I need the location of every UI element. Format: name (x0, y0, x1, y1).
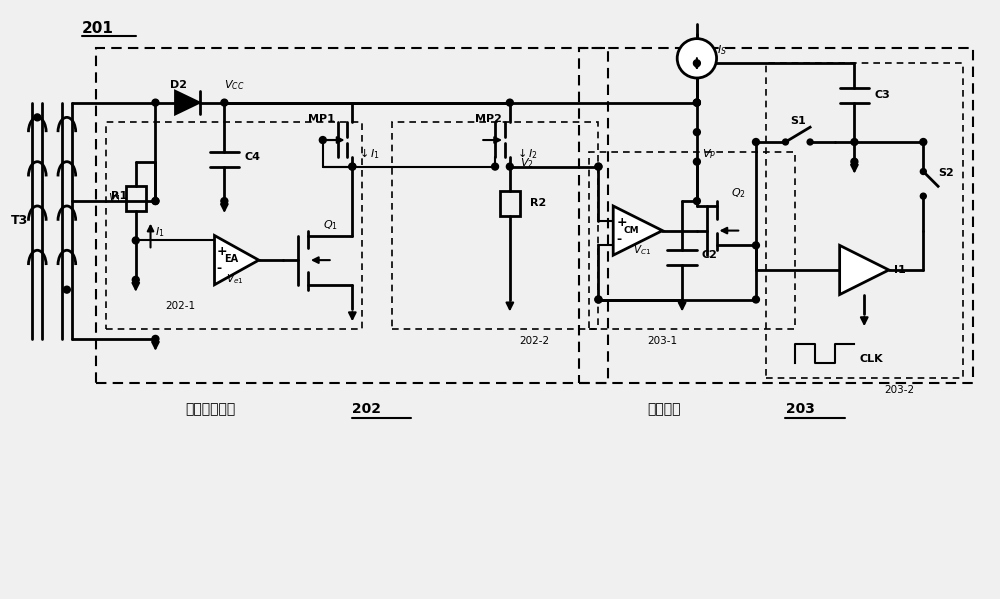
Text: $V_1$: $V_1$ (108, 191, 122, 205)
Text: C2: C2 (702, 250, 718, 260)
Circle shape (753, 138, 759, 146)
Text: S1: S1 (790, 116, 806, 126)
Circle shape (693, 99, 700, 106)
Polygon shape (613, 206, 662, 255)
Circle shape (677, 38, 717, 78)
Circle shape (595, 163, 602, 170)
Text: $I_1$: $I_1$ (155, 225, 165, 240)
Text: $V_{e1}$: $V_{e1}$ (226, 272, 244, 286)
Bar (96, 49, 608, 383)
Text: +: + (616, 216, 627, 229)
Text: 电压转换电路: 电压转换电路 (185, 402, 235, 416)
Text: 203: 203 (781, 402, 814, 416)
Text: $V_{C1}$: $V_{C1}$ (633, 243, 651, 257)
Circle shape (807, 139, 813, 145)
Text: I1: I1 (894, 265, 906, 275)
Text: C3: C3 (874, 90, 890, 99)
Circle shape (152, 198, 159, 204)
Polygon shape (840, 246, 889, 295)
Bar (500, 191, 520, 216)
Circle shape (319, 137, 326, 144)
Circle shape (349, 163, 356, 170)
Circle shape (506, 99, 513, 106)
Circle shape (753, 296, 759, 303)
Text: -: - (616, 234, 621, 246)
Text: S2: S2 (938, 168, 954, 179)
Circle shape (693, 129, 700, 135)
Circle shape (152, 335, 159, 342)
Text: $V_P$: $V_P$ (702, 147, 716, 161)
Text: -: - (216, 262, 222, 275)
Bar (106, 122, 362, 329)
Text: CLK: CLK (859, 353, 883, 364)
Bar (392, 122, 598, 329)
Text: 203-2: 203-2 (884, 385, 914, 395)
Circle shape (506, 163, 513, 170)
Circle shape (152, 99, 159, 106)
Text: $\downarrow I_2$: $\downarrow I_2$ (515, 146, 538, 161)
Polygon shape (215, 235, 259, 285)
Circle shape (63, 286, 70, 293)
Circle shape (753, 242, 759, 249)
Text: $\downarrow I_1$: $\downarrow I_1$ (357, 146, 380, 161)
Circle shape (595, 296, 602, 303)
Text: 202-2: 202-2 (520, 336, 550, 346)
Circle shape (920, 168, 926, 174)
Circle shape (221, 198, 228, 204)
Text: 203-1: 203-1 (648, 336, 678, 346)
Text: +: + (216, 245, 227, 258)
Bar (589, 152, 795, 329)
Text: MP1: MP1 (308, 114, 335, 125)
Circle shape (783, 139, 788, 145)
Text: $V_{CC}$: $V_{CC}$ (224, 78, 245, 92)
Bar (126, 186, 146, 211)
Circle shape (920, 138, 927, 146)
Bar (579, 49, 973, 383)
Circle shape (851, 158, 858, 165)
Circle shape (152, 198, 159, 204)
Text: R2: R2 (530, 198, 546, 208)
Circle shape (693, 198, 700, 204)
Text: $Q_2$: $Q_2$ (731, 186, 746, 200)
Circle shape (693, 99, 700, 106)
Circle shape (595, 296, 602, 303)
Circle shape (595, 163, 602, 170)
Text: EA: EA (224, 254, 238, 264)
Circle shape (132, 276, 139, 283)
Text: $Q_1$: $Q_1$ (323, 219, 338, 232)
Circle shape (693, 99, 700, 106)
Circle shape (132, 237, 139, 244)
Bar (766, 63, 963, 378)
Text: CM: CM (623, 226, 639, 235)
Text: MP2: MP2 (475, 114, 502, 125)
Text: C4: C4 (244, 152, 260, 162)
Circle shape (221, 99, 228, 106)
Text: 保持电路: 保持电路 (648, 402, 681, 416)
Circle shape (349, 163, 356, 170)
Polygon shape (175, 91, 200, 114)
Text: $I_S$: $I_S$ (717, 43, 727, 57)
Text: 202-1: 202-1 (165, 301, 195, 311)
Circle shape (693, 60, 700, 66)
Text: T3: T3 (11, 214, 28, 227)
Circle shape (693, 158, 700, 165)
Circle shape (34, 114, 41, 121)
Text: $V_2$: $V_2$ (520, 156, 533, 170)
Circle shape (920, 193, 926, 199)
Circle shape (851, 138, 858, 146)
Text: R1: R1 (111, 191, 127, 201)
Text: 201: 201 (82, 22, 113, 37)
Circle shape (492, 163, 499, 170)
Text: 202: 202 (347, 402, 381, 416)
Text: D2: D2 (170, 80, 187, 90)
